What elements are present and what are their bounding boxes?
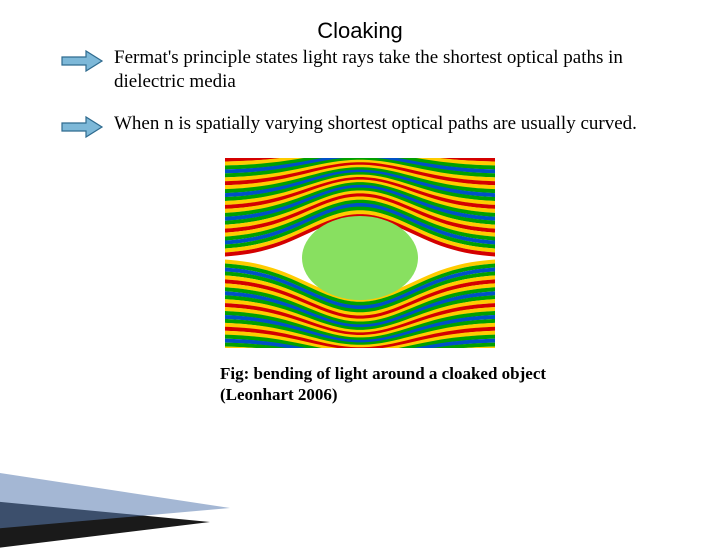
page-title: Cloaking	[0, 0, 720, 46]
bullet-text: Fermat's principle states light rays tak…	[114, 46, 690, 94]
corner-decoration	[0, 430, 240, 550]
bullet-item: When n is spatially varying shortest opt…	[60, 112, 690, 140]
bullet-item: Fermat's principle states light rays tak…	[60, 46, 690, 94]
figure-container	[0, 158, 720, 353]
bullet-text: When n is spatially varying shortest opt…	[114, 112, 637, 136]
figure-caption: Fig: bending of light around a cloaked o…	[220, 363, 600, 406]
arrow-right-icon	[60, 114, 104, 140]
arrow-right-icon	[60, 48, 104, 74]
cloaking-figure	[225, 158, 495, 348]
